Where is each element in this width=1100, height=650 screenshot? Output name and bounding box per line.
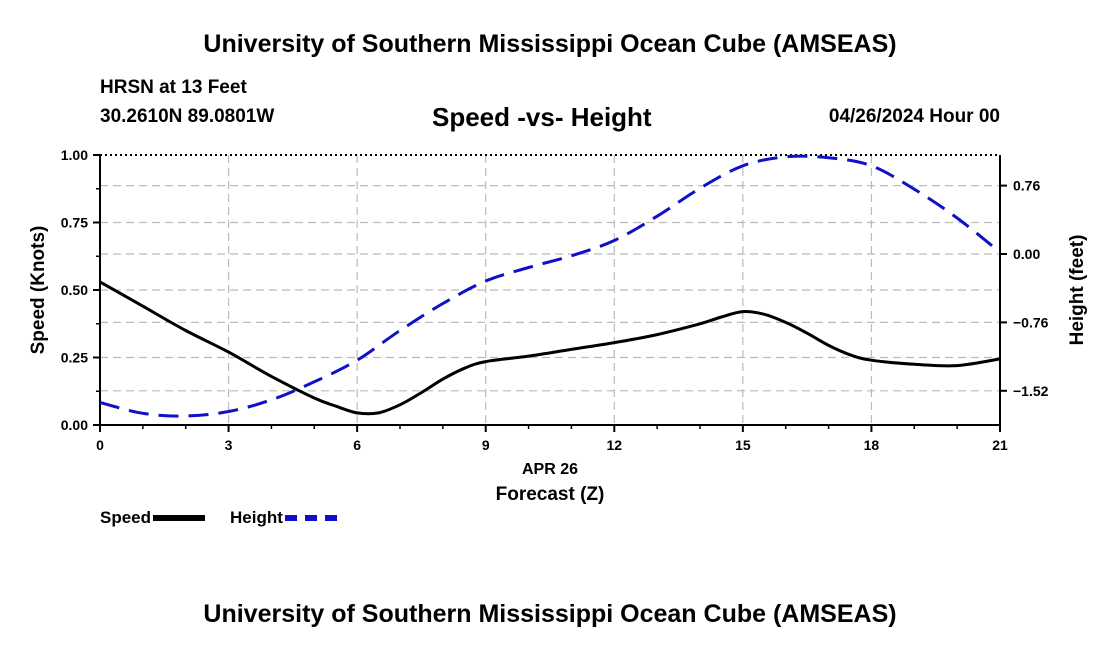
- y-left-tick-label: 0.50: [61, 282, 88, 298]
- x-tick-label: 21: [992, 437, 1008, 453]
- coordinates-label: 30.2610N 89.0801W: [100, 106, 275, 127]
- legend-height-label: Height: [230, 508, 283, 527]
- y-right-tick-label: −1.52: [1013, 383, 1049, 399]
- legend-height-swatch: [284, 515, 337, 521]
- legend-height: Height: [230, 508, 337, 528]
- chart-subtitle: Speed -vs- Height: [432, 102, 652, 132]
- x-tick-label: 0: [96, 437, 104, 453]
- legend-speed-swatch: [153, 515, 206, 521]
- y-right-tick-label: 0.00: [1013, 246, 1040, 262]
- series-speed-line: [99, 280, 1001, 416]
- legend-speed-label: Speed: [100, 508, 152, 527]
- x-tick-label: 9: [482, 437, 490, 453]
- y-left-tick-label: 0.00: [61, 417, 88, 433]
- station-label: HRSN at 13 Feet: [100, 77, 247, 98]
- x-axis-title: Forecast (Z): [496, 484, 605, 505]
- x-tick-label: 12: [606, 437, 622, 453]
- y-left-tick-label: 0.25: [61, 350, 88, 366]
- y-right-axis-title: Height (feet): [1067, 235, 1088, 346]
- x-tick-label: 15: [735, 437, 751, 453]
- y-right-tick-label: 0.76: [1013, 178, 1040, 194]
- y-left-axis-title: Speed (Knots): [28, 226, 49, 355]
- y-right-tick-label: −0.76: [1013, 314, 1049, 330]
- x-tick-label: 6: [353, 437, 361, 453]
- footer-title: University of Southern Mississippi Ocean…: [203, 600, 897, 628]
- series-height-line: [99, 154, 1001, 418]
- forecast-datetime: 04/26/2024 Hour 00: [828, 106, 1000, 127]
- x-axis-date-label: APR 26: [522, 461, 578, 478]
- x-tick-label: 3: [225, 437, 233, 453]
- y-left-tick-label: 0.75: [61, 215, 88, 231]
- legend-speed: Speed: [100, 508, 206, 528]
- x-tick-label: 18: [864, 437, 880, 453]
- chart-title: University of Southern Mississippi Ocean…: [203, 30, 897, 58]
- y-left-tick-label: 1.00: [61, 147, 88, 163]
